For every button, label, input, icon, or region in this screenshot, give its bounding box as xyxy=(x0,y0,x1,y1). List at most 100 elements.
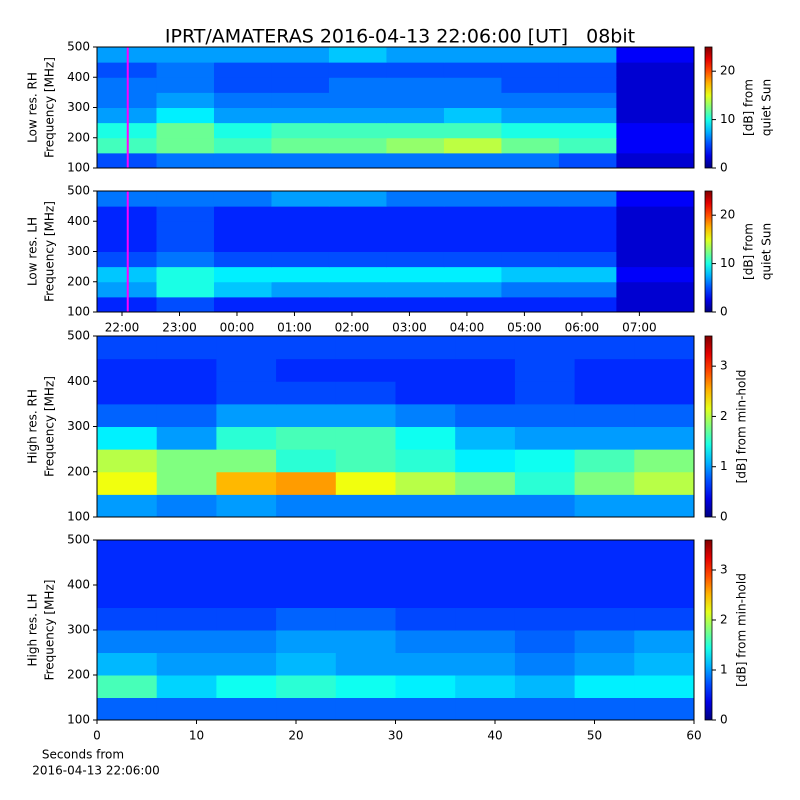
figure-title: IPRT/AMATERAS 2016-04-13 22:06:00 [UT] 0… xyxy=(165,26,635,48)
colorbar-label: quiet Sun xyxy=(760,223,774,280)
heatmap-cell xyxy=(271,266,330,283)
heatmap-cell xyxy=(574,449,635,473)
heatmap-cell xyxy=(634,562,695,586)
heatmap-cell xyxy=(156,697,217,721)
heatmap-cell xyxy=(156,652,217,676)
heatmap-cell xyxy=(395,449,456,473)
heatmap-cell xyxy=(156,47,215,63)
heatmap-cell xyxy=(386,77,445,93)
heatmap-cell xyxy=(574,358,635,382)
heatmap-cell xyxy=(156,236,215,252)
heatmap-cell xyxy=(455,494,516,518)
heatmap-cell xyxy=(501,122,560,139)
y-tick-label: 500 xyxy=(67,533,90,547)
heatmap-cell xyxy=(328,266,387,283)
heatmap-cell xyxy=(216,403,277,427)
heatmap-cell xyxy=(213,152,272,169)
heatmap-cell xyxy=(335,381,396,405)
colorbar-tick-label: 0 xyxy=(720,305,728,319)
heatmap-cell xyxy=(216,426,277,450)
heatmap-cell xyxy=(501,281,560,298)
heatmap-cell xyxy=(558,47,617,63)
heatmap-cell xyxy=(213,236,272,252)
heatmap-cell xyxy=(558,62,617,78)
heatmap-cell xyxy=(276,381,337,405)
heatmap-cell xyxy=(156,675,217,698)
heatmap-cell xyxy=(216,630,277,653)
heatmap-cell xyxy=(335,358,396,382)
heatmap-cell xyxy=(271,62,330,78)
heatmap-cell xyxy=(443,251,502,268)
heatmap-cell xyxy=(328,191,387,207)
heatmap-cell xyxy=(97,607,158,631)
x-tick-label: 06:00 xyxy=(565,321,600,335)
heatmap-cell xyxy=(443,107,502,124)
heatmap-cell xyxy=(216,471,277,495)
heatmap-cell xyxy=(156,336,217,360)
heatmap-cell xyxy=(395,403,456,427)
heatmap-cell xyxy=(156,296,215,313)
y-axis-label: Frequency [MHz] xyxy=(43,57,57,158)
y-tick-label: 400 xyxy=(67,374,90,388)
heatmap-cell xyxy=(271,107,330,124)
heatmap-cell xyxy=(386,221,445,237)
heatmap-cell xyxy=(558,107,617,124)
y-axis-label: Frequency [MHz] xyxy=(43,580,57,681)
heatmap-cell xyxy=(574,494,635,518)
heatmap-cell xyxy=(443,137,502,154)
heatmap-cell xyxy=(558,92,617,108)
heatmap-cell xyxy=(558,251,617,268)
x-tick-label: 05:00 xyxy=(507,321,542,335)
heatmap-cell xyxy=(501,77,560,93)
heatmap-cell xyxy=(395,675,456,698)
x-tick-label: 01:00 xyxy=(277,321,312,335)
heatmap-cell xyxy=(616,281,695,298)
heatmap-cell xyxy=(443,122,502,139)
heatmap-cell xyxy=(97,381,158,405)
heatmap-cell xyxy=(213,191,272,207)
heatmap-cell xyxy=(574,403,635,427)
x-axis-label: 2016-04-13 22:06:00 xyxy=(32,764,159,778)
y-axis-label: High res. RH xyxy=(26,389,40,464)
heatmap-cell xyxy=(335,585,396,608)
heatmap-cell xyxy=(328,236,387,252)
heatmap-cell xyxy=(213,251,272,268)
heatmap-cell xyxy=(328,206,387,222)
heatmap-cell xyxy=(514,630,576,653)
heatmap-cell xyxy=(156,281,215,298)
heatmap-cell xyxy=(514,562,576,586)
heatmap-cell xyxy=(216,540,277,563)
heatmap-cell xyxy=(455,652,516,676)
heatmap-cell xyxy=(634,336,695,360)
heatmap-cell xyxy=(574,562,635,586)
y-axis-label: Low res. LH xyxy=(26,217,40,286)
heatmap-cell xyxy=(271,281,330,298)
heatmap-cell xyxy=(213,281,272,298)
heatmap-cell xyxy=(386,266,445,283)
heatmap-cell xyxy=(634,585,695,608)
colorbar xyxy=(704,539,713,721)
heatmap-cell xyxy=(213,62,272,78)
heatmap-cell xyxy=(514,381,576,405)
heatmap-cell xyxy=(395,562,456,586)
heatmap-cell xyxy=(386,152,445,169)
heatmap-cell xyxy=(328,152,387,169)
heatmap-cell xyxy=(271,152,330,169)
heatmap-cell xyxy=(501,47,560,63)
heatmap-cell xyxy=(574,471,635,495)
heatmap-cell xyxy=(213,137,272,154)
heatmap-cell xyxy=(386,281,445,298)
heatmap-cell xyxy=(395,381,456,405)
heatmap-cell xyxy=(271,221,330,237)
heatmap-cell xyxy=(443,92,502,108)
heatmap-cell xyxy=(455,607,516,631)
heatmap-cell xyxy=(216,358,277,382)
heatmap-cell xyxy=(335,449,396,473)
heatmap-cell xyxy=(97,585,158,608)
y-tick-label: 300 xyxy=(67,419,90,433)
heatmap-cell xyxy=(276,675,337,698)
heatmap-cell xyxy=(558,137,617,154)
heatmap-cell xyxy=(97,630,158,653)
heatmap-cell xyxy=(558,281,617,298)
